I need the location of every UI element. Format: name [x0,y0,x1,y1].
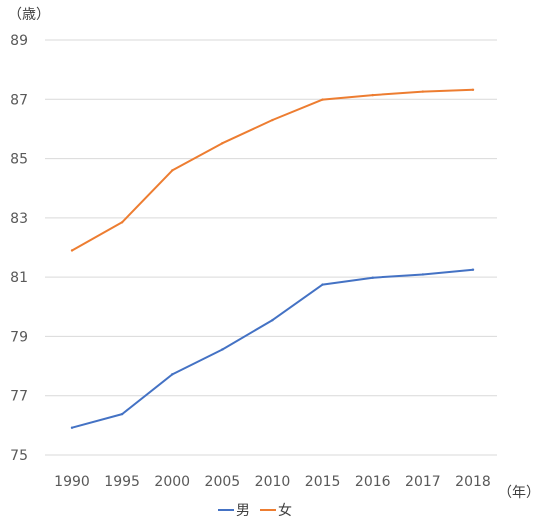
data-point [421,90,425,93]
x-tick-label: 2005 [205,474,241,490]
data-point [271,318,274,322]
legend-label: 男 [236,503,250,519]
x-tick-label: 2018 [455,474,491,490]
x-axis-tick-labels: 1990 1995 2000 2005 2010 2015 2016 2017 2018 [54,474,491,490]
data-point [371,93,374,97]
x-tick-label: 1990 [54,474,90,490]
y-axis-unit-label: （歳） [8,7,50,23]
y-axis-tick-labels: 75 77 79 81 83 85 87 89 [10,33,28,464]
data-point [221,141,224,145]
y-tick-label: 81 [10,270,28,286]
x-tick-label: 2017 [405,474,441,490]
legend: 男女 [218,502,292,519]
data-point [471,88,475,92]
y-tick-label: 77 [10,389,28,405]
legend-label: 女 [278,502,292,519]
x-tick-label: 2016 [355,474,391,490]
data-point [321,283,324,286]
gridlines [45,39,497,456]
data-point [321,98,324,101]
data-point [70,426,74,429]
data-point [471,268,475,271]
series-line-0 [71,268,474,429]
data-point [171,169,174,172]
y-tick-label: 75 [10,448,28,464]
data-point [221,348,224,351]
data-point [120,221,124,224]
x-axis-unit-label: （年） [498,485,540,501]
y-tick-label: 89 [10,33,28,49]
data-point [120,412,124,416]
y-tick-label: 87 [10,92,28,108]
data-point [70,249,74,252]
x-tick-label: 2000 [154,474,190,490]
x-tick-label: 2015 [305,474,341,490]
y-tick-label: 79 [10,329,28,345]
x-tick-label: 2010 [255,474,291,490]
series-lines [70,88,475,429]
series-line-1 [71,88,474,252]
data-point [371,276,374,279]
y-tick-label: 85 [10,152,28,168]
x-tick-label: 1995 [104,474,140,490]
data-point [171,373,174,376]
data-point [271,118,274,122]
data-point [421,273,425,276]
y-tick-label: 83 [10,211,28,227]
